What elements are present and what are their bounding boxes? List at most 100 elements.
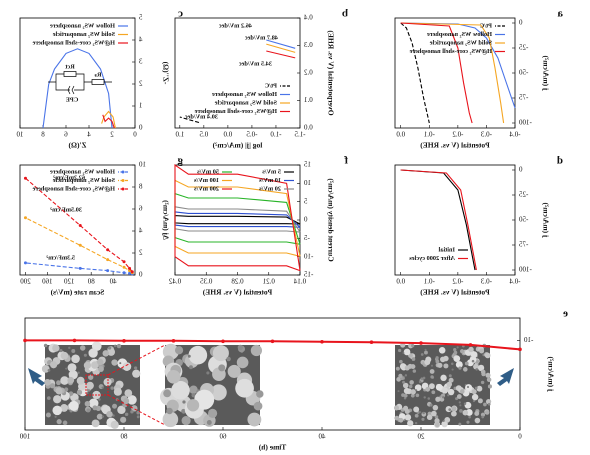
sem-grain: [96, 413, 103, 420]
sem-grain: [88, 348, 98, 358]
sem-grain: [430, 364, 434, 367]
x-tick-label: 160: [42, 278, 53, 286]
y-tick-label: 2: [139, 80, 143, 88]
x-axis-label: Z'(Ω): [68, 141, 87, 150]
data-point: [23, 338, 27, 343]
sem-grain: [402, 382, 409, 389]
sem-grain: [92, 405, 98, 411]
panel-label: e: [563, 308, 568, 320]
sem-grain: [60, 376, 69, 385]
y-tick-label: -25: [519, 44, 529, 52]
sem-grain: [424, 359, 431, 366]
x-tick-label: 40: [109, 278, 117, 286]
sem-grain: [399, 363, 407, 370]
sem-grain: [423, 396, 426, 399]
sem-grain: [188, 345, 208, 365]
sem-grain: [427, 397, 431, 400]
sem-grain: [410, 364, 416, 370]
data-point: [78, 224, 82, 227]
sem-grain: [422, 376, 426, 380]
sem-grain: [410, 389, 416, 395]
sem-grain: [208, 408, 218, 418]
sem-grain: [480, 380, 485, 385]
sem-grain: [437, 362, 443, 368]
sem-grain: [53, 395, 62, 404]
circuit-wire: [48, 73, 112, 91]
sem-grain: [471, 389, 477, 395]
sem-grain: [112, 403, 117, 409]
sem-grain: [453, 355, 461, 362]
sem-grain: [181, 416, 191, 426]
sem-grain: [162, 343, 179, 360]
series-line: [400, 22, 473, 124]
sem-grain: [60, 404, 69, 412]
sem-grain: [487, 402, 491, 406]
panel-label: d: [557, 155, 563, 167]
panel-label: b: [342, 8, 348, 20]
sem-grain: [56, 419, 62, 425]
sem-grain: [435, 359, 440, 364]
sem-grain: [459, 349, 465, 354]
panel-label: f: [344, 155, 348, 167]
y-tick-label: 0: [519, 19, 523, 27]
sem-grain: [463, 367, 468, 372]
sem-grain: [475, 368, 478, 371]
sem-grain: [86, 392, 89, 395]
sem-grain: [96, 358, 104, 366]
x-axis-label: Potential (V vs. RHE): [420, 141, 490, 150]
x-tick-label: 2: [110, 131, 114, 139]
sem-grain: [415, 389, 418, 392]
sem-grain: [428, 383, 435, 390]
sem-grain: [403, 396, 407, 400]
data-point: [221, 339, 225, 344]
x-tick-label: 60: [219, 433, 227, 441]
x-tick-label: 0.0: [396, 131, 405, 139]
x-tick-label: 100: [19, 433, 30, 441]
y-tick-label: 0: [304, 216, 308, 224]
sem-grain: [487, 384, 493, 389]
x-tick-label: 0.42: [168, 278, 181, 286]
sem-grain: [163, 389, 172, 398]
sem-grain: [68, 391, 74, 396]
sem-grain: [444, 416, 451, 423]
sem-grain: [411, 357, 416, 361]
x-tick-label: -0.2: [452, 278, 464, 286]
legend-label: Hollow WS₂ nanosphere: [427, 31, 492, 38]
y-tick-label: -50: [519, 69, 529, 77]
sem-grain: [171, 381, 190, 400]
y-tick-label: 0.4: [304, 14, 313, 22]
sem-grain: [435, 356, 439, 360]
sem-grain: [102, 350, 110, 357]
sem-grain: [122, 362, 132, 371]
legend-label: Solid WS₂ nanoparticle: [429, 39, 492, 46]
y-tick-label: 4: [139, 227, 143, 235]
annotation: 62.2mF/cm²: [53, 174, 85, 181]
sem-grain: [106, 411, 113, 418]
x-tick-label: 0: [133, 131, 137, 139]
y-tick-label: 10: [304, 179, 312, 187]
legend-label: Solid WS₂ nanoparticle: [52, 31, 115, 38]
sem-grain: [424, 350, 428, 355]
x-axis-label: Potential (V vs. RHE): [420, 288, 490, 297]
sem-grain: [86, 381, 94, 390]
x-tick-label: -0.4: [509, 131, 521, 139]
sem-grain: [136, 415, 140, 419]
data-point: [130, 270, 134, 274]
x-tick-label: 0.5: [199, 131, 208, 139]
sem-grain: [84, 400, 91, 407]
sem-grain: [431, 390, 436, 395]
legend-label: 100 mV/s: [193, 177, 219, 184]
sem-grain: [116, 343, 122, 349]
x-axis-label: Time (h): [258, 443, 286, 452]
sem-grain: [431, 410, 437, 417]
y-tick-label: 0: [519, 166, 523, 174]
sem-grain: [476, 385, 483, 392]
sem-grain: [474, 417, 481, 424]
series-line: [174, 211, 301, 228]
sem-grain: [432, 404, 439, 411]
x-tick-label: -1.5: [294, 131, 306, 139]
sem-grain: [448, 377, 454, 383]
data-point: [23, 261, 27, 265]
x-tick-label: -0.1: [423, 278, 435, 286]
